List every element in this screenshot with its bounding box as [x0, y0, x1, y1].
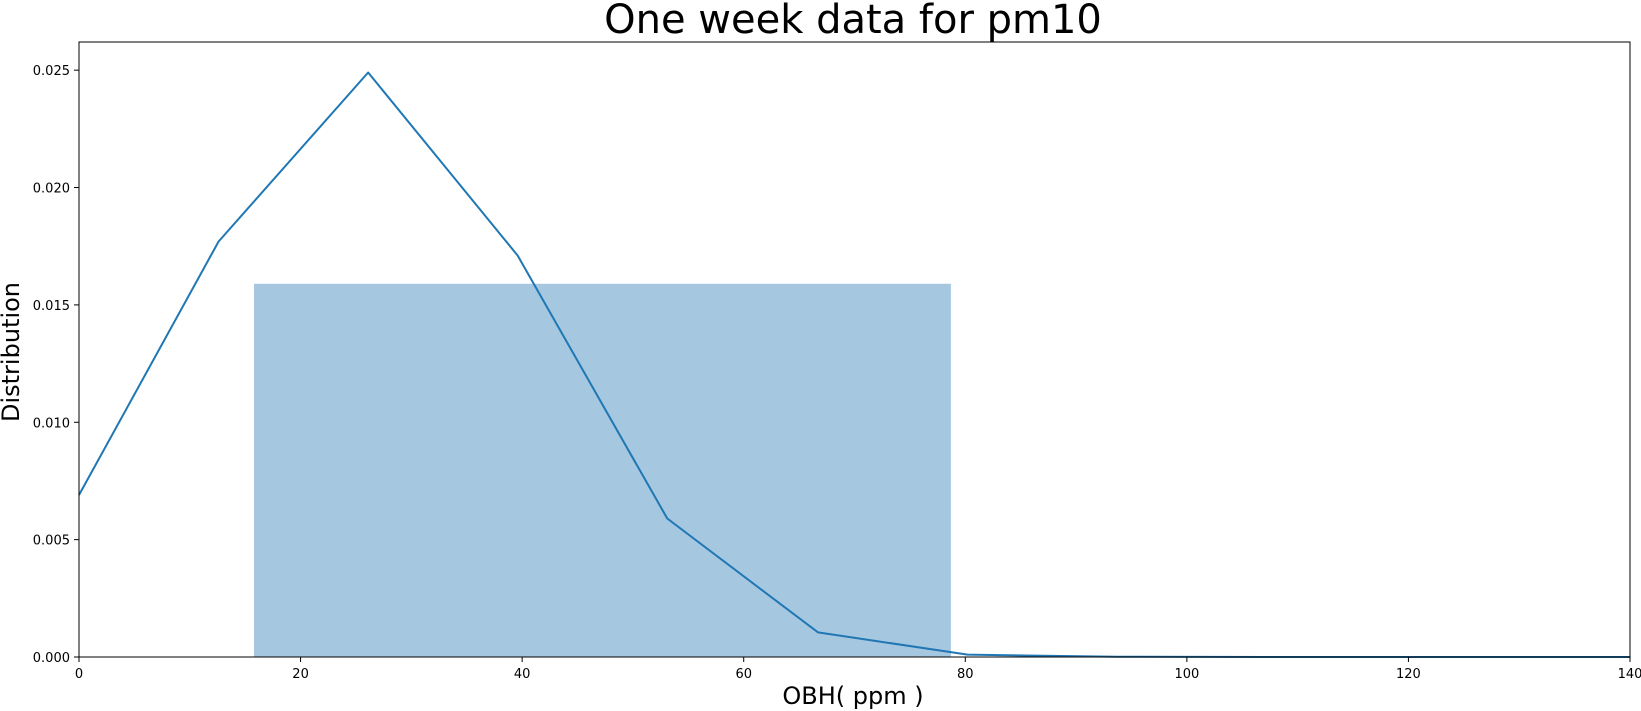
y-tick-label: 0.010 — [33, 416, 70, 431]
histogram-bar — [254, 283, 951, 657]
y-axis-label: Distribution — [0, 282, 25, 422]
x-axis: 0 20 40 60 80 100 120 140 — [75, 657, 1641, 682]
x-tick-label: 80 — [957, 667, 974, 682]
x-tick-label: 60 — [735, 667, 752, 682]
y-tick-label: 0.015 — [33, 299, 70, 314]
y-tick-label: 0.005 — [33, 534, 70, 549]
y-axis: 0.000 0.005 0.010 0.015 0.020 0.025 — [33, 64, 79, 666]
chart-title: One week data for pm10 — [604, 0, 1102, 43]
x-tick-label: 0 — [75, 667, 83, 682]
y-tick-label: 0.000 — [33, 651, 70, 666]
x-tick-label: 140 — [1618, 667, 1641, 682]
x-tick-label: 40 — [514, 667, 531, 682]
y-tick-label: 0.020 — [33, 182, 70, 197]
x-tick-label: 20 — [292, 667, 309, 682]
y-tick-label: 0.025 — [33, 64, 70, 79]
bars-layer — [254, 283, 951, 657]
x-tick-label: 100 — [1174, 667, 1199, 682]
x-tick-label: 120 — [1396, 667, 1421, 682]
plot-frame — [78, 41, 1631, 658]
x-axis-label: OBH( ppm ) — [782, 682, 923, 710]
